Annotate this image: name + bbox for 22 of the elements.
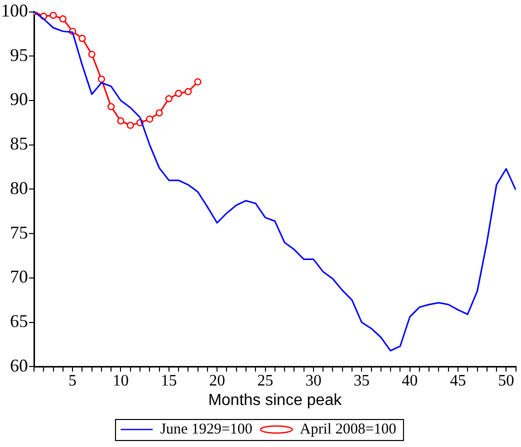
x-tick-label: 50	[498, 372, 514, 390]
legend-label: June 1929=100	[160, 421, 252, 438]
y-tick-label: 65	[10, 310, 28, 331]
x-tick-label: 40	[402, 372, 418, 390]
x-tick-label: 25	[257, 372, 274, 390]
x-tick-label: 5	[68, 372, 77, 390]
x-tick-label: 45	[450, 372, 466, 390]
y-tick-label: 70	[10, 266, 28, 287]
y-tick-label: 90	[10, 89, 28, 110]
x-tick-label: 35	[354, 372, 370, 390]
x-tick-label: 10	[112, 372, 129, 390]
x-tick-label: 20	[209, 372, 226, 390]
y-tick-label: 75	[10, 222, 28, 242]
y-tick-label: 100	[1, 0, 28, 21]
y-tick-label: 95	[10, 44, 28, 65]
legend-label: April 2008=100	[300, 421, 396, 438]
y-tick-label: 80	[10, 178, 28, 198]
x-tick-label: 15	[160, 372, 177, 390]
y-tick-label: 85	[10, 134, 28, 154]
x-tick-label: 30	[305, 372, 322, 390]
x-axis-title: Months since peak	[208, 392, 343, 409]
y-tick-label: 60	[10, 355, 28, 376]
